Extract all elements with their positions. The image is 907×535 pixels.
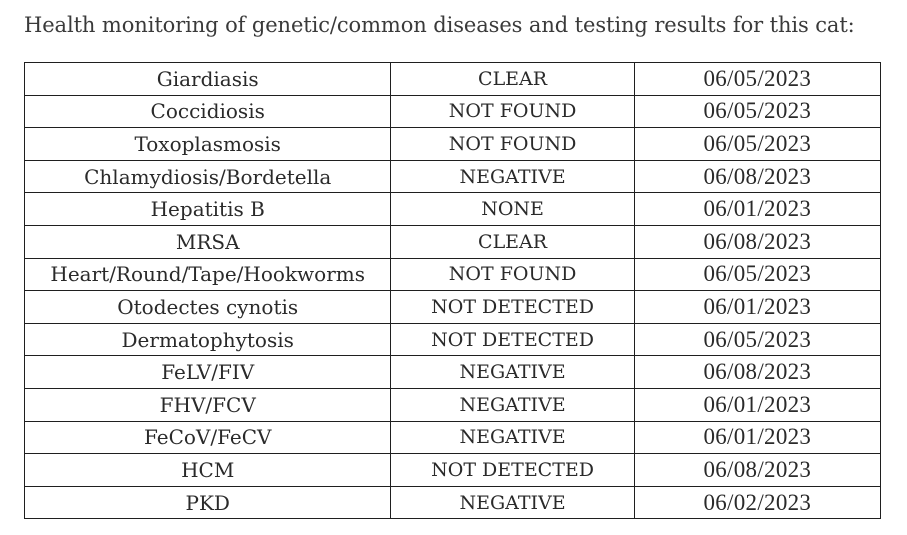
- date-cell: 06/01/2023: [633, 192, 882, 226]
- table-row: FeLV/FIV NEGATIVE 06/08/2023: [23, 355, 882, 389]
- date-cell: 06/08/2023: [633, 453, 882, 487]
- date-cell: 06/05/2023: [633, 94, 882, 129]
- date-cell: 06/02/2023: [633, 485, 882, 520]
- table-row: Chlamydiosis/Bordetella NEGATIVE 06/08/202…: [23, 159, 882, 194]
- result-cell: NEGATIVE: [390, 387, 635, 422]
- table-row: Heart/Round/Tape/Hookworms NOT FOUND 06/05…: [23, 257, 882, 292]
- date-cell: 06/01/2023: [633, 420, 882, 455]
- disease-cell: Chlamydiosis/Bordetella: [23, 159, 392, 194]
- table-row: FHV/FCV NEGATIVE 06/01/2023: [23, 387, 882, 422]
- results-table-body: Giardiasis CLEAR 06/05/2023 Coccidiosis NOT …: [23, 62, 882, 520]
- result-cell: NOT FOUND: [390, 94, 635, 129]
- result-cell: CLEAR: [390, 224, 635, 259]
- date-cell: 06/05/2023: [633, 257, 882, 292]
- disease-cell: PKD: [23, 485, 392, 520]
- result-cell: NEGATIVE: [390, 420, 635, 455]
- date-cell: 06/01/2023: [633, 387, 882, 422]
- result-cell: NOT DETECTED: [390, 453, 635, 487]
- table-row: Giardiasis CLEAR 06/05/2023: [23, 62, 882, 96]
- result-cell: NEGATIVE: [390, 159, 635, 194]
- disease-cell: Giardiasis: [23, 62, 392, 96]
- table-row: Otodectes cynotis NOT DETECTED 06/01/2023: [23, 290, 882, 324]
- table-row: Hepatitis B NONE 06/01/2023: [23, 192, 882, 226]
- disease-cell: MRSA: [23, 224, 392, 259]
- date-cell: 06/01/2023: [633, 290, 882, 324]
- result-cell: CLEAR: [390, 62, 635, 96]
- result-cell: NEGATIVE: [390, 355, 635, 389]
- date-cell: 06/05/2023: [633, 322, 882, 357]
- result-cell: NOT FOUND: [390, 257, 635, 292]
- date-cell: 06/05/2023: [633, 62, 882, 96]
- result-cell: NOT DETECTED: [390, 322, 635, 357]
- result-cell: NONE: [390, 192, 635, 226]
- disease-cell: Dermatophytosis: [23, 322, 392, 357]
- date-cell: 06/08/2023: [633, 224, 882, 259]
- table-row: Coccidiosis NOT FOUND 06/05/2023: [23, 94, 882, 129]
- disease-cell: Hepatitis B: [23, 192, 392, 226]
- disease-cell: Toxoplasmosis: [23, 127, 392, 161]
- disease-cell: FeLV/FIV: [23, 355, 392, 389]
- disease-cell: Coccidiosis: [23, 94, 392, 129]
- disease-cell: FeCoV/FeCV: [23, 420, 392, 455]
- result-cell: NEGATIVE: [390, 485, 635, 520]
- disease-cell: HCM: [23, 453, 392, 487]
- table-row: HCM NOT DETECTED 06/08/2023: [23, 453, 882, 487]
- disease-cell: Otodectes cynotis: [23, 290, 392, 324]
- page-heading: Health monitoring of genetic/common dise…: [24, 13, 855, 37]
- table-row: MRSA CLEAR 06/08/2023: [23, 224, 882, 259]
- table-row: Toxoplasmosis NOT FOUND 06/05/2023: [23, 127, 882, 161]
- disease-cell: Heart/Round/Tape/Hookworms: [23, 257, 392, 292]
- result-cell: NOT DETECTED: [390, 290, 635, 324]
- table-row: PKD NEGATIVE 06/02/2023: [23, 485, 882, 520]
- table-row: Dermatophytosis NOT DETECTED 06/05/2023: [23, 322, 882, 357]
- result-cell: NOT FOUND: [390, 127, 635, 161]
- date-cell: 06/08/2023: [633, 159, 882, 194]
- health-results-table: Giardiasis CLEAR 06/05/2023 Coccidiosis NOT …: [23, 62, 882, 520]
- date-cell: 06/08/2023: [633, 355, 882, 389]
- table-row: FeCoV/FeCV NEGATIVE 06/01/2023: [23, 420, 882, 455]
- date-cell: 06/05/2023: [633, 127, 882, 161]
- disease-cell: FHV/FCV: [23, 387, 392, 422]
